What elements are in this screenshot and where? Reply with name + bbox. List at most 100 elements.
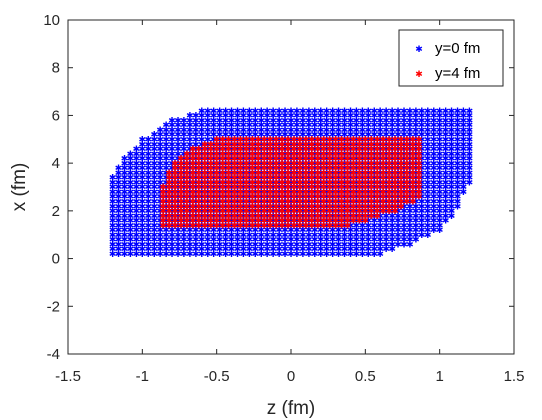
data-point: ✱ <box>412 169 420 179</box>
data-point: ✱ <box>436 226 444 236</box>
data-point: ✱ <box>234 107 242 117</box>
data-point: ✱ <box>168 202 176 212</box>
data-point: ✱ <box>335 212 343 222</box>
data-point: ✱ <box>168 140 176 150</box>
data-point: ✱ <box>207 183 215 193</box>
data-point: ✱ <box>228 212 236 222</box>
data-point: ✱ <box>341 159 349 169</box>
data-point: ✱ <box>243 145 251 155</box>
data-point: ✱ <box>121 164 129 174</box>
data-point: ✱ <box>293 236 301 246</box>
data-point: ✱ <box>177 198 185 208</box>
legend-marker-y4: ✱ <box>415 70 423 80</box>
data-point: ✱ <box>257 140 265 150</box>
data-point: ✱ <box>225 174 233 184</box>
data-point: ✱ <box>424 145 432 155</box>
data-point: ✱ <box>257 116 265 126</box>
data-point: ✱ <box>281 236 289 246</box>
data-point: ✱ <box>281 245 289 255</box>
data-point: ✱ <box>213 193 221 203</box>
data-point: ✱ <box>394 150 402 160</box>
data-point: ✱ <box>189 155 197 165</box>
data-point: ✱ <box>460 107 468 117</box>
data-point: ✱ <box>394 169 402 179</box>
data-point: ✱ <box>139 140 147 150</box>
data-point: ✱ <box>145 221 153 231</box>
data-point: ✱ <box>323 231 331 241</box>
data-point: ✱ <box>338 193 346 203</box>
data-point: ✱ <box>299 159 307 169</box>
data-point: ✱ <box>204 236 212 246</box>
data-point: ✱ <box>415 188 423 198</box>
data-point: ✱ <box>186 226 194 236</box>
data-point: ✱ <box>222 183 230 193</box>
data-point: ✱ <box>234 207 242 217</box>
data-point: ✱ <box>174 121 182 131</box>
data-point: ✱ <box>317 202 325 212</box>
data-point: ✱ <box>323 183 331 193</box>
data-point: ✱ <box>275 250 283 260</box>
x-tick-label: 1 <box>435 368 443 385</box>
data-point: ✱ <box>338 155 346 165</box>
data-point: ✱ <box>234 112 242 122</box>
data-point: ✱ <box>305 188 313 198</box>
data-point: ✱ <box>335 112 343 122</box>
data-point: ✱ <box>180 121 188 131</box>
data-point: ✱ <box>293 121 301 131</box>
data-point: ✱ <box>347 236 355 246</box>
data-point: ✱ <box>308 169 316 179</box>
data-point: ✱ <box>219 207 227 217</box>
data-point: ✱ <box>293 112 301 122</box>
data-point: ✱ <box>121 193 129 203</box>
data-point: ✱ <box>133 212 141 222</box>
data-point: ✱ <box>127 226 135 236</box>
data-point: ✱ <box>237 207 245 217</box>
data-point: ✱ <box>391 188 399 198</box>
data-point: ✱ <box>252 207 260 217</box>
data-point: ✱ <box>382 245 390 255</box>
data-point: ✱ <box>305 226 313 236</box>
data-point: ✱ <box>370 193 378 203</box>
data-point: ✱ <box>418 207 426 217</box>
data-point: ✱ <box>275 240 283 250</box>
data-point: ✱ <box>192 226 200 236</box>
data-point: ✱ <box>448 126 456 136</box>
data-point: ✱ <box>255 150 263 160</box>
data-point: ✱ <box>216 121 224 131</box>
data-point: ✱ <box>171 174 179 184</box>
data-point: ✱ <box>287 231 295 241</box>
data-point: ✱ <box>243 169 251 179</box>
data-point: ✱ <box>344 217 352 227</box>
data-point: ✱ <box>409 198 417 208</box>
data-point: ✱ <box>275 193 283 203</box>
data-point: ✱ <box>257 193 265 203</box>
data-point: ✱ <box>171 183 179 193</box>
data-point: ✱ <box>257 112 265 122</box>
data-point: ✱ <box>382 198 390 208</box>
data-point: ✱ <box>356 164 364 174</box>
data-point: ✱ <box>189 217 197 227</box>
data-point: ✱ <box>436 135 444 145</box>
data-point: ✱ <box>115 240 123 250</box>
data-point: ✱ <box>204 140 212 150</box>
data-point: ✱ <box>353 188 361 198</box>
data-point: ✱ <box>109 183 117 193</box>
data-point: ✱ <box>171 212 179 222</box>
data-point: ✱ <box>234 236 242 246</box>
data-point: ✱ <box>326 217 334 227</box>
data-point: ✱ <box>216 145 224 155</box>
data-point: ✱ <box>353 221 361 231</box>
data-point: ✱ <box>127 207 135 217</box>
data-point: ✱ <box>296 212 304 222</box>
data-point: ✱ <box>127 198 135 208</box>
data-point: ✱ <box>287 250 295 260</box>
data-point: ✱ <box>362 212 370 222</box>
data-point: ✱ <box>281 207 289 217</box>
data-point: ✱ <box>436 140 444 150</box>
data-point: ✱ <box>341 164 349 174</box>
data-point: ✱ <box>246 116 254 126</box>
data-point: ✱ <box>133 174 141 184</box>
data-point: ✱ <box>145 226 153 236</box>
data-point: ✱ <box>424 126 432 136</box>
data-point: ✱ <box>344 207 352 217</box>
